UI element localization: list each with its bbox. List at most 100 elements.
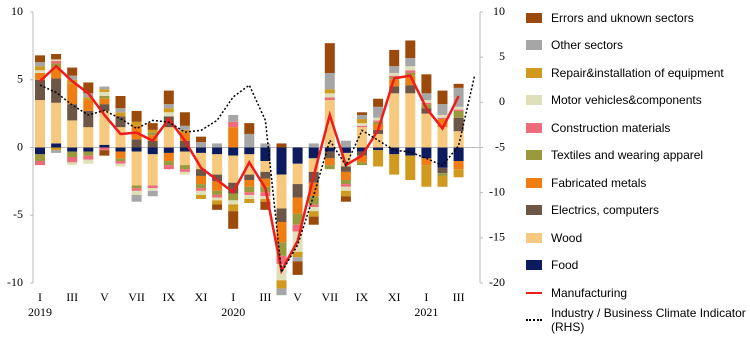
bar [196,175,206,185]
bar [437,117,448,120]
bar [373,117,384,121]
bar [212,190,223,195]
bar [51,150,62,153]
x-tick-label: I [424,290,428,304]
legend-label: Industry / Business Climate Indicator (R… [551,306,746,335]
bar [212,174,223,182]
legend-item: Industry / Business Climate Indicator (R… [526,306,750,335]
bar [35,161,45,166]
bar [292,147,303,164]
bar [421,93,432,101]
bar [308,204,319,208]
bar [99,150,110,156]
bar [163,108,174,113]
bar [131,139,142,148]
bar [453,109,464,111]
bar [260,201,271,210]
bar [373,120,384,122]
legend-line [526,319,542,322]
bar [196,142,206,148]
bar [83,97,94,101]
bar [453,106,464,110]
bar [453,147,464,162]
bar [453,161,464,170]
bar [83,147,94,152]
bar [83,127,94,148]
bar [405,155,416,181]
bar [35,70,45,73]
bar [115,147,126,152]
bar [389,147,400,155]
bar [99,110,110,145]
year-label: 2020 [221,305,245,319]
bar [163,161,174,166]
x-tick-label: XI [195,290,208,304]
bar [115,108,126,113]
bar [179,169,190,172]
bar [212,143,223,148]
bar [324,43,335,73]
bar [212,200,223,205]
year-label: 2021 [414,305,438,319]
bar [437,104,448,115]
bar [83,100,94,111]
legend-item: Fabricated metals [526,169,750,197]
bar [115,96,126,109]
bar [276,208,287,223]
bar [51,60,62,64]
y2-tick-label: -20 [489,275,505,289]
bar [292,163,303,185]
bar [292,224,303,232]
bar [115,127,126,148]
bar [163,90,174,105]
bar [276,280,287,289]
bar [357,112,367,115]
bar [276,143,287,148]
bar [131,185,142,189]
bar [324,97,335,101]
legend-item: Food [526,252,750,280]
bar [244,147,255,155]
bar [437,175,448,187]
bar [212,204,223,210]
y-tick-label: 10 [11,4,23,18]
bar [99,86,110,90]
y-tick-label: -10 [7,275,23,289]
bar [292,261,303,275]
legend-swatch [526,40,542,51]
bar [115,112,126,117]
year-label: 2019 [28,305,52,319]
bar [421,165,432,187]
bar [260,171,271,179]
bar [389,49,400,67]
bar [228,127,239,148]
line [39,64,460,275]
legend-swatch [526,260,542,271]
bar [324,158,335,166]
bar [276,242,287,256]
bar [308,143,319,148]
y2-tick-label: 5 [499,49,505,63]
bar [292,257,303,262]
bar [373,150,384,167]
bar [99,147,110,151]
x-tick-label: I [38,290,42,304]
bar [67,75,78,80]
bar [99,104,110,111]
bar [228,147,239,156]
bar [67,156,78,163]
bar [276,222,287,243]
bar [228,121,239,128]
x-tick-label: XI [388,290,401,304]
bar [35,62,45,67]
bar [421,108,432,114]
bar [67,151,78,157]
bar [147,132,158,136]
bar [179,151,190,166]
bar [421,100,432,103]
bar [51,54,62,60]
bar [212,197,223,201]
bar [373,98,384,107]
bar [51,143,62,148]
legend-label: Textiles and wearing apparel [551,148,704,163]
